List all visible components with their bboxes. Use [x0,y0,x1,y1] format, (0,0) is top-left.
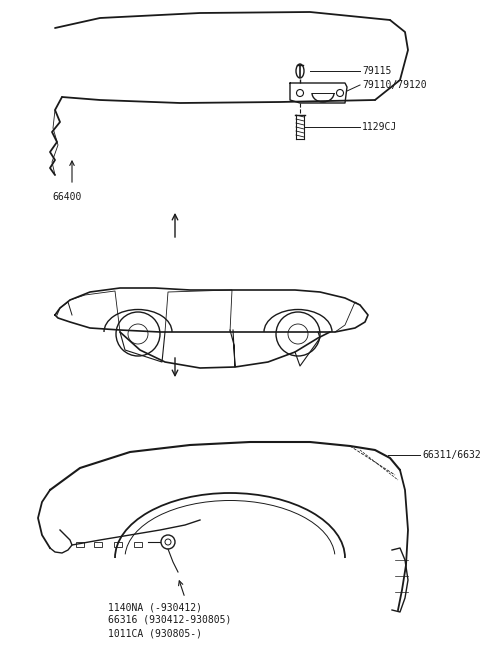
Bar [114,542,122,547]
Text: 1129CJ: 1129CJ [362,122,397,132]
Text: 79110/79120: 79110/79120 [362,80,427,90]
Text: 66316 (930412-930805): 66316 (930412-930805) [108,615,231,625]
Text: 1140NA (-930412): 1140NA (-930412) [108,602,202,612]
Text: 66400: 66400 [52,192,82,202]
Text: 66311/66321: 66311/66321 [422,450,480,460]
Bar [76,542,84,547]
Text: 79115: 79115 [362,66,391,76]
Bar [94,542,102,547]
Bar [134,542,142,547]
Text: 1011CA (930805-): 1011CA (930805-) [108,628,202,638]
